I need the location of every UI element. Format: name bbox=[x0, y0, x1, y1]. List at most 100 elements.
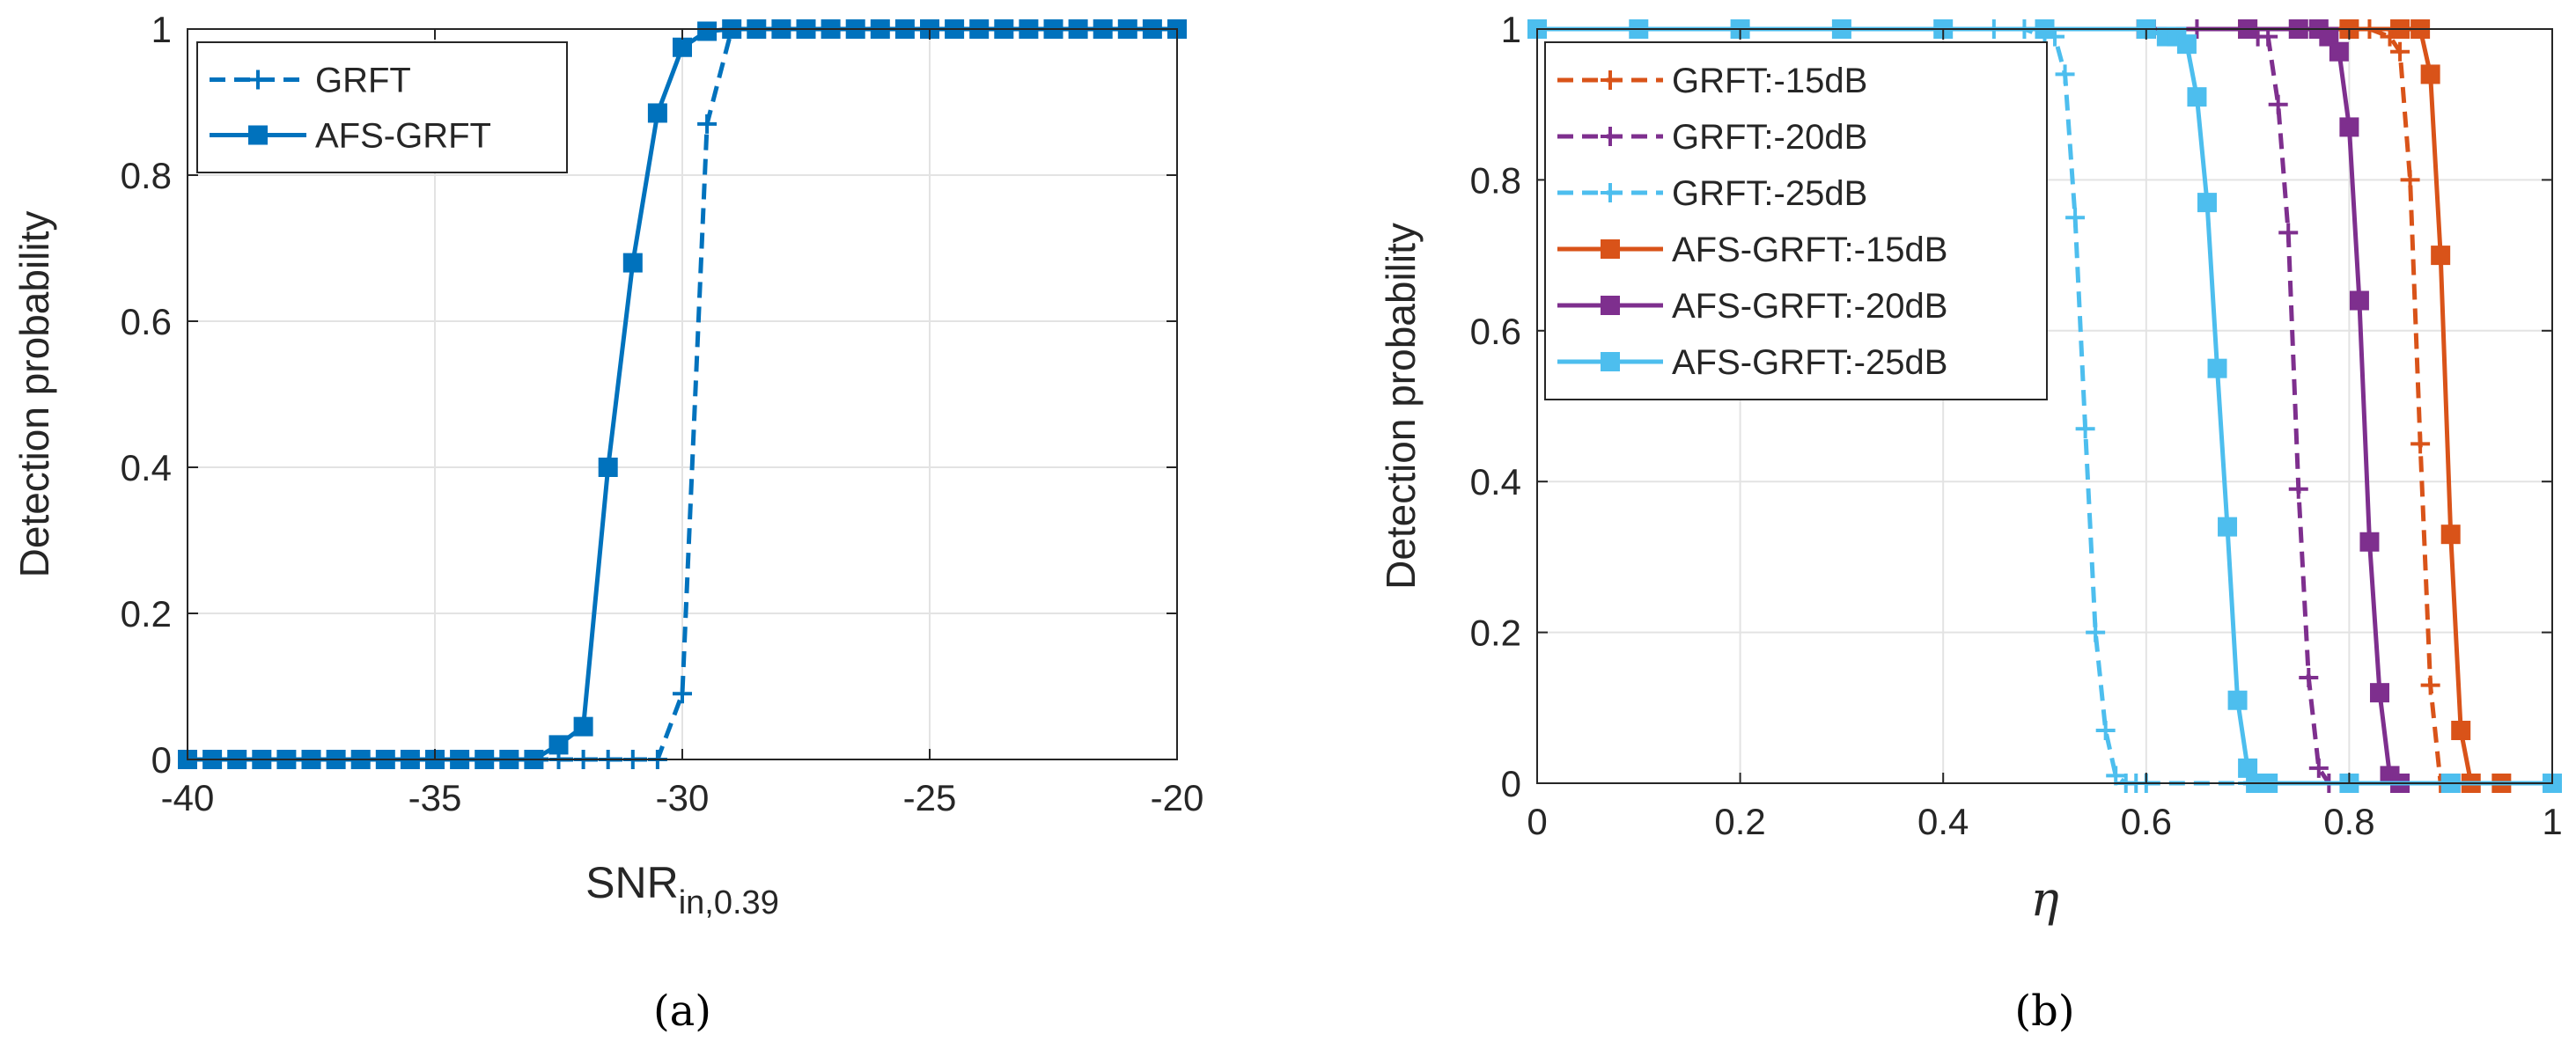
chart1-legend-label: GRFT:-25dB bbox=[1672, 174, 1867, 213]
chart1-xlabel: η bbox=[2030, 871, 2058, 927]
chart1-legend-label: AFS-GRFT:-20dB bbox=[1672, 287, 1947, 326]
chart1-xtick-label: 0.8 bbox=[2323, 801, 2374, 842]
chart1-marker-afs-grft-25db bbox=[2197, 193, 2217, 213]
chart1-marker-afs-grft-25db bbox=[2227, 690, 2248, 710]
panel-a: -40 -35 -30 -25 -20 0 0.2 0.4 0.6 0.8 1 Detection p… bbox=[11, 9, 1203, 1036]
chart0-ytick-label: 0 bbox=[151, 739, 172, 781]
chart0-xlabel: SNRin,0.39 bbox=[585, 858, 779, 921]
chart1-marker-grft-25db bbox=[2055, 64, 2075, 84]
chart0-marker-afs-grft bbox=[673, 37, 692, 57]
chart0-marker-afs-grft bbox=[548, 735, 569, 755]
chart1-legend-label: GRFT:-20dB bbox=[1672, 118, 1867, 157]
chart0-xtick-label: -25 bbox=[903, 777, 957, 818]
chart1-marker-afs-grft-15db bbox=[2420, 64, 2440, 84]
chart1-legend-label: GRFT:-15dB bbox=[1672, 62, 1867, 100]
chart0-xtick-label: -20 bbox=[1151, 777, 1204, 818]
chart1-marker-grft-25db bbox=[2086, 622, 2106, 642]
chart1-marker-grft-20db bbox=[2268, 94, 2288, 114]
chart1-marker-afs-grft-25db bbox=[2176, 34, 2197, 55]
chart1-xtick-label: 0.2 bbox=[1714, 801, 1765, 842]
chart0-xtick-label: -30 bbox=[656, 777, 710, 818]
chart0-legend-box bbox=[196, 41, 568, 173]
chart1-marker-afs-grft-20db bbox=[2359, 532, 2380, 552]
chart0-ytick-label: 0.6 bbox=[121, 301, 172, 342]
chart1-marker-grft-25db bbox=[2095, 721, 2116, 741]
chart0-marker-grft bbox=[673, 684, 692, 704]
chart1-xtick-label: 0.4 bbox=[1917, 801, 1969, 842]
chart1-marker-afs-grft-20db bbox=[2329, 41, 2349, 62]
chart1-legend-marker bbox=[1601, 296, 1620, 315]
chart0-marker-afs-grft bbox=[647, 103, 667, 123]
chart1-marker-grft-15db bbox=[2390, 41, 2410, 62]
chart0-marker-afs-grft bbox=[622, 253, 643, 273]
chart1-legend-label: AFS-GRFT:-15dB bbox=[1672, 231, 1947, 269]
chart1-marker-grft-15db bbox=[2420, 675, 2440, 695]
chart1-caption: (b) bbox=[2014, 987, 2074, 1036]
chart1-ytick-label: 0 bbox=[1501, 763, 1521, 804]
chart0-legend-marker bbox=[248, 70, 268, 90]
chart1-legend-box bbox=[1544, 41, 2048, 400]
chart1-legend-item-grft-20db: GRFT:-20dB bbox=[1557, 118, 1867, 157]
chart1-marker-afs-grft-15db bbox=[2440, 524, 2461, 545]
chart1-legend: GRFT:-15dB GRFT:-20dB GRFT:-25dB AFS-GRFT:-… bbox=[1544, 41, 2048, 400]
chart1-marker-afs-grft-25db bbox=[2187, 87, 2207, 107]
chart1-xtick-label: 1 bbox=[2542, 801, 2562, 842]
chart1-ytick-label: 0.2 bbox=[1470, 613, 1521, 654]
chart1-xtick-label: 0 bbox=[1527, 801, 1547, 842]
chart1-marker-afs-grft-20db bbox=[2349, 290, 2369, 311]
chart1-legend-label: AFS-GRFT:-25dB bbox=[1672, 343, 1947, 382]
chart0-legend-item-afs-grft: AFS-GRFT bbox=[210, 117, 491, 156]
chart0-ytick-label: 0.2 bbox=[121, 593, 172, 635]
chart1-marker-afs-grft-15db bbox=[2431, 246, 2451, 266]
chart0-legend-marker bbox=[248, 125, 268, 145]
chart1-marker-grft-20db bbox=[2288, 479, 2308, 499]
chart1-marker-afs-grft-25db bbox=[2207, 358, 2227, 378]
chart1-marker-grft-25db bbox=[2075, 419, 2095, 439]
chart1-legend-marker bbox=[1601, 127, 1620, 146]
chart0-marker-grft bbox=[697, 114, 718, 134]
chart0-ytick-label: 0.8 bbox=[121, 155, 172, 196]
chart1-legend-marker bbox=[1601, 183, 1620, 202]
chart0-xtick-label: -35 bbox=[408, 777, 462, 818]
chart1-ylabel: Detection probability bbox=[1378, 223, 1424, 590]
chart1-marker-afs-grft-20db bbox=[2319, 26, 2339, 47]
chart1-legend-marker bbox=[1601, 352, 1620, 371]
chart1-marker-afs-grft-15db bbox=[2451, 721, 2471, 741]
chart1-legend-marker bbox=[1601, 239, 1620, 259]
chart1-marker-grft-25db bbox=[2106, 766, 2126, 786]
chart0-marker-afs-grft bbox=[573, 716, 593, 737]
chart1-marker-grft-20db bbox=[2299, 668, 2319, 688]
chart0-xlabel-sub: in,0.39 bbox=[679, 884, 779, 921]
chart0-xtick-label: -40 bbox=[161, 777, 215, 818]
chart1-marker-afs-grft-20db bbox=[2369, 683, 2389, 703]
chart1-marker-grft-25db bbox=[2065, 208, 2086, 228]
chart0-legend: GRFT AFS-GRFT bbox=[196, 41, 568, 173]
chart0-ytick-label: 0.4 bbox=[121, 447, 172, 488]
chart1-marker-grft-20db bbox=[2278, 223, 2299, 243]
chart0-legend-item-grft: GRFT bbox=[210, 62, 411, 100]
chart0-marker-afs-grft bbox=[598, 458, 618, 477]
chart0-legend-label: AFS-GRFT bbox=[315, 117, 491, 156]
chart1-ytick-label: 0.6 bbox=[1470, 311, 1521, 352]
chart1-ytick-label: 0.8 bbox=[1470, 159, 1521, 201]
chart1-legend-item-grft-25db: GRFT:-25dB bbox=[1557, 174, 1867, 213]
chart1-ytick-label: 0.4 bbox=[1470, 461, 1521, 502]
chart1-xtick-label: 0.6 bbox=[2121, 801, 2172, 842]
chart1-marker-grft-15db bbox=[2410, 434, 2431, 454]
chart1-legend-item-afs-grft-15db: AFS-GRFT:-15dB bbox=[1557, 231, 1947, 269]
chart1-legend-item-afs-grft-25db: AFS-GRFT:-25dB bbox=[1557, 343, 1947, 382]
chart1-marker-afs-grft-25db bbox=[2218, 517, 2238, 537]
chart0-marker-afs-grft bbox=[697, 21, 718, 41]
chart1-legend-item-afs-grft-20db: AFS-GRFT:-20dB bbox=[1557, 287, 1947, 326]
chart1-legend-marker bbox=[1601, 70, 1620, 90]
chart0-xlabel-main: SNR bbox=[585, 858, 679, 907]
chart1-legend-item-grft-15db: GRFT:-15dB bbox=[1557, 62, 1867, 100]
chart1-axes-box bbox=[1536, 28, 2553, 784]
chart0-ylabel: Detection probability bbox=[11, 211, 57, 578]
chart1-ytick-label: 1 bbox=[1501, 9, 1521, 50]
chart1-marker-afs-grft-20db bbox=[2339, 117, 2359, 137]
chart1-marker-grft-20db bbox=[2308, 758, 2329, 778]
chart1-marker-afs-grft-25db bbox=[2238, 758, 2258, 778]
panel-b: 0 0.2 0.4 0.6 0.8 1 0 0.2 0.4 0.6 0.8 1 Detection pr… bbox=[1378, 9, 2563, 1036]
